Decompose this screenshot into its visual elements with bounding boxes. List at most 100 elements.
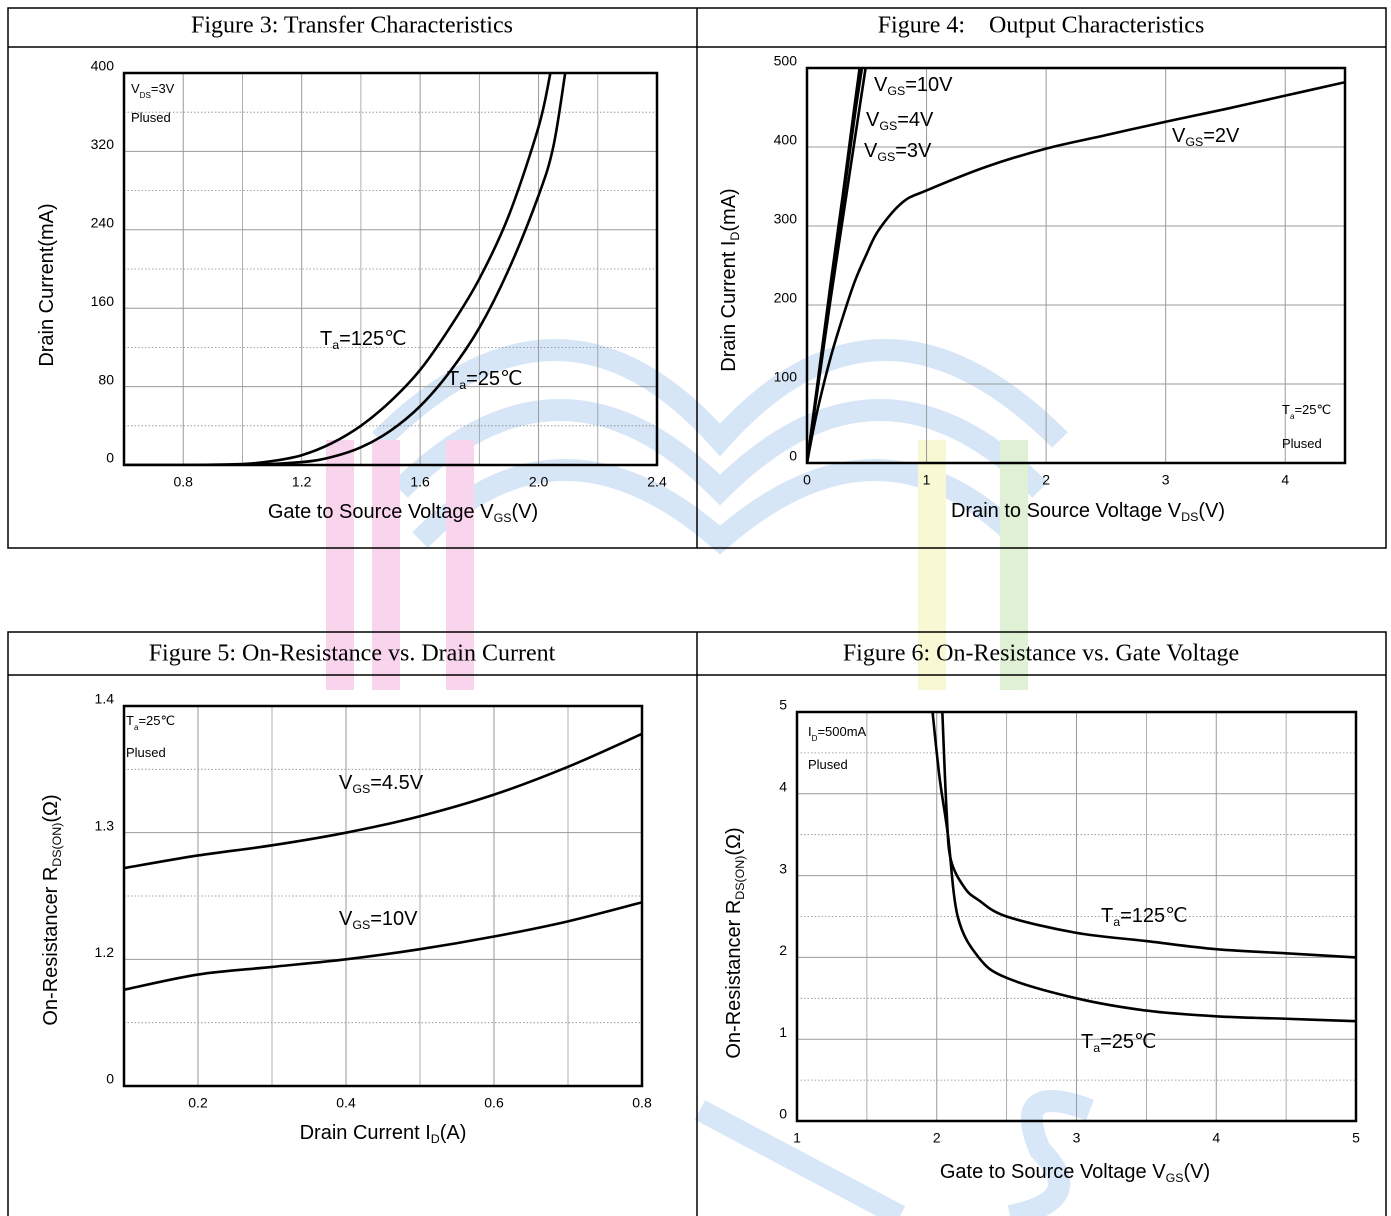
- curve-label: Ta=25℃: [1081, 1031, 1157, 1055]
- y-tick-label: 4: [779, 779, 787, 795]
- y-tick-label: 300: [774, 211, 798, 227]
- text-segment: (V): [511, 501, 538, 523]
- x-axis-label: Drain Current ID(A): [300, 1122, 467, 1146]
- text-segment: =25℃: [466, 368, 522, 390]
- x-tick-label: 0.2: [188, 1095, 208, 1111]
- y-tick-label: 5: [779, 697, 787, 713]
- y-axis-label: Drain Current ID(mA): [718, 188, 742, 371]
- y-tick-label: 0: [106, 1071, 114, 1087]
- table-frame: [8, 8, 1386, 1216]
- y-tick-label: 1.2: [95, 944, 115, 960]
- text-segment: (Ω): [723, 827, 745, 855]
- text-segment: =2V: [1203, 125, 1240, 147]
- text-segment: =25℃: [1294, 402, 1331, 417]
- curve: [124, 734, 642, 868]
- curve-label: VGS=4.5V: [339, 772, 424, 796]
- y-tick-label: 400: [91, 58, 115, 74]
- subscript: D: [728, 232, 742, 241]
- text-segment: =3V: [895, 140, 932, 162]
- text-segment: Plused: [131, 110, 171, 125]
- x-tick-label: 1: [923, 472, 931, 488]
- text-segment: =25℃: [1100, 1031, 1156, 1053]
- text-segment: Drain Current I: [718, 241, 740, 372]
- x-tick-label: 2: [1042, 472, 1050, 488]
- y-axis-label: On-Resistancer RDS(ON)(Ω): [40, 794, 64, 1025]
- curve: [933, 712, 1356, 1021]
- text-segment: On-Resistancer R: [723, 900, 745, 1059]
- x-axis-label: Drain to Source Voltage VDS(V): [951, 500, 1225, 524]
- curve-label: Ta=25℃: [447, 368, 523, 392]
- y-axis-label: On-Resistancer RDS(ON)(Ω): [723, 827, 747, 1058]
- chart-title: Figure 6: On-Resistance vs. Gate Voltage: [843, 641, 1239, 667]
- subscript: GS: [494, 511, 512, 525]
- curve-label: VGS=3V: [864, 140, 932, 164]
- x-tick-label: 4: [1212, 1130, 1220, 1146]
- subscript: DS(ON): [50, 823, 64, 867]
- x-tick-label: 2: [933, 1130, 941, 1146]
- text-segment: (A): [440, 1122, 467, 1144]
- text-segment: Gate to Source Voltage V: [268, 501, 494, 523]
- y-axis-label: Drain Current(mA): [36, 203, 58, 366]
- chart-title: Figure 4: Output Characteristics: [878, 13, 1205, 39]
- curve-label: VGS=4V: [866, 109, 934, 133]
- text-segment: (V): [1183, 1161, 1210, 1183]
- note: ID=500mA: [808, 724, 867, 743]
- text-segment: V: [1172, 125, 1186, 147]
- text-segment: =10V: [370, 908, 418, 930]
- chart: Figure 5: On-Resistance vs. Drain Curren…: [40, 641, 652, 1147]
- text-segment: =125℃: [339, 328, 407, 350]
- y-tick-label: 320: [91, 136, 115, 152]
- y-tick-label: 80: [98, 371, 114, 387]
- y-tick-label: 2: [779, 942, 787, 958]
- text-segment: Plused: [126, 745, 166, 760]
- x-tick-label: 0.6: [484, 1095, 504, 1111]
- y-tick-label: 0: [106, 450, 114, 466]
- x-tick-label: 1.2: [292, 474, 312, 490]
- text-segment: =4.5V: [370, 772, 423, 794]
- text-segment: =125℃: [1120, 905, 1188, 927]
- text-segment: =25℃: [138, 713, 175, 728]
- text-segment: On-Resistancer R: [40, 867, 62, 1026]
- x-tick-label: 0.8: [632, 1095, 652, 1111]
- subscript: D: [431, 1132, 440, 1146]
- y-tick-label: 240: [91, 215, 115, 231]
- subscript: GS: [877, 150, 895, 164]
- text-segment: Drain Current I: [300, 1122, 431, 1144]
- x-tick-label: 1: [793, 1130, 801, 1146]
- x-tick-label: 2.4: [647, 474, 667, 490]
- subscript: GS: [1166, 1171, 1184, 1185]
- text-segment: V: [864, 140, 878, 162]
- text-segment: Plused: [808, 757, 848, 772]
- text-segment: (V): [1198, 500, 1225, 522]
- text-segment: =10V: [905, 74, 953, 96]
- y-tick-label: 0: [789, 448, 797, 464]
- text-segment: =500mA: [817, 724, 866, 739]
- x-tick-label: 1.6: [410, 474, 430, 490]
- x-tick-label: 0.8: [173, 474, 193, 490]
- text-segment: T: [126, 713, 134, 728]
- subscript: DS: [140, 91, 151, 100]
- x-axis-label: Gate to Source Voltage VGS(V): [940, 1161, 1210, 1185]
- y-tick-label: 1.4: [95, 691, 115, 707]
- y-tick-label: 1: [779, 1024, 787, 1040]
- curve-label: VGS=2V: [1172, 125, 1240, 149]
- text-segment: T: [1081, 1031, 1093, 1053]
- subscript: GS: [879, 119, 897, 133]
- subscript: DS: [1181, 510, 1198, 524]
- x-tick-label: 2.0: [529, 474, 549, 490]
- subscript: GS: [887, 84, 905, 98]
- text-segment: T: [1101, 905, 1113, 927]
- x-tick-label: 0.4: [336, 1095, 356, 1111]
- text-segment: V: [874, 74, 888, 96]
- note: Ta=25℃: [1282, 402, 1331, 421]
- subscript: GS: [1185, 135, 1203, 149]
- text-segment: T: [1282, 402, 1290, 417]
- note: Plused: [131, 110, 171, 125]
- text-segment: Drain Current(mA): [36, 203, 58, 366]
- text-segment: V: [339, 908, 353, 930]
- curve-label: Ta=125℃: [1101, 905, 1188, 929]
- x-tick-label: 4: [1281, 472, 1289, 488]
- subscript: DS(ON): [733, 856, 747, 900]
- subscript: GS: [352, 782, 370, 796]
- text-segment: Gate to Source Voltage V: [940, 1161, 1166, 1183]
